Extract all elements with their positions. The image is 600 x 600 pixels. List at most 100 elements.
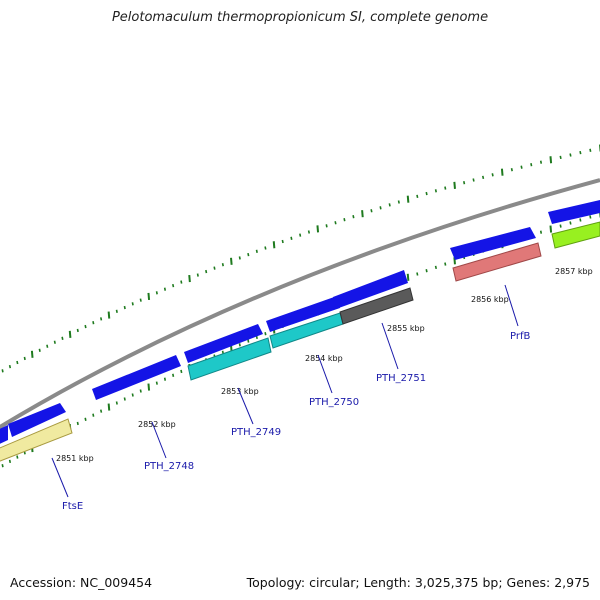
tick-mark	[434, 189, 437, 193]
gene-arrow[interactable]	[266, 296, 340, 332]
tick-mark	[107, 311, 111, 319]
outer-tick-marks	[1, 144, 600, 373]
gene-arrow[interactable]	[548, 200, 600, 224]
tick-mark	[569, 221, 572, 225]
tick-mark	[100, 317, 103, 321]
kbp-scale: 2851 kbp 2852 kbp 2853 kbp 2854 kbp 2855…	[56, 267, 593, 463]
gene-labels: FtsE PTH_2748 PTH_2749 PTH_2750 PTH_2751…	[62, 331, 530, 512]
tick-mark	[123, 305, 126, 310]
tick-mark	[155, 381, 158, 385]
tick-mark	[416, 194, 419, 199]
kbp-label: 2855 kbp	[387, 324, 425, 333]
gene-green[interactable]	[551, 221, 600, 249]
tick-mark	[579, 150, 582, 155]
tick-mark	[8, 364, 12, 369]
callout-lines	[51, 284, 519, 498]
gene-label-pth-2749[interactable]: PTH_2749	[231, 427, 281, 438]
tick-mark	[343, 218, 346, 222]
gene-ftse[interactable]	[0, 418, 73, 463]
tick-mark	[361, 210, 364, 218]
tick-mark	[406, 195, 410, 203]
kbp-label: 2852 kbp	[138, 420, 176, 429]
tick-mark	[444, 186, 447, 190]
tick-mark	[549, 225, 553, 233]
forward-strand-genes	[0, 200, 600, 446]
tick-mark	[147, 292, 151, 301]
gene-label-prfb[interactable]: PrfB	[510, 331, 530, 342]
gene-pth-2751[interactable]	[339, 287, 414, 325]
tick-mark	[139, 389, 142, 393]
tick-mark	[155, 291, 158, 295]
tick-mark	[131, 393, 134, 397]
gene-arrow[interactable]	[8, 403, 66, 437]
tick-mark	[559, 155, 562, 160]
tick-mark	[444, 262, 447, 266]
tick-mark	[520, 165, 523, 169]
tick-mark	[569, 153, 572, 157]
callout-line	[381, 322, 399, 370]
tick-mark	[247, 339, 250, 343]
tick-mark	[100, 409, 103, 413]
tick-mark	[30, 350, 34, 358]
tick-mark	[264, 332, 267, 336]
tick-mark	[299, 233, 302, 237]
tick-mark	[196, 273, 199, 277]
kbp-label: 2851 kbp	[56, 454, 94, 463]
tick-mark	[16, 360, 19, 365]
tick-mark	[379, 206, 382, 210]
tick-mark	[434, 265, 437, 270]
tick-mark	[397, 200, 400, 204]
tick-mark	[247, 252, 250, 257]
gene-pth-2749[interactable]	[187, 337, 272, 381]
tick-mark	[352, 215, 355, 219]
tick-mark	[92, 321, 95, 325]
gene-label-ftse[interactable]: FtsE	[62, 501, 83, 512]
gene-prfb[interactable]	[452, 242, 542, 282]
tick-mark	[205, 269, 208, 274]
gene-arrow[interactable]	[184, 324, 263, 363]
gene-arrow[interactable]	[92, 355, 181, 400]
tick-mark	[8, 459, 12, 464]
colored-genes	[0, 221, 600, 463]
gene-label-pth-2751[interactable]: PTH_2751	[376, 373, 426, 384]
tick-mark	[76, 328, 79, 333]
kbp-label: 2856 kbp	[471, 295, 509, 304]
tick-mark	[131, 302, 134, 306]
gene-arrow[interactable]	[0, 425, 8, 446]
gene-arrow[interactable]	[333, 270, 408, 309]
tick-mark	[115, 309, 118, 313]
tick-mark	[1, 369, 4, 373]
tick-mark	[559, 224, 562, 228]
tick-mark	[213, 266, 216, 270]
gene-label-pth-2750[interactable]: PTH_2750	[309, 397, 359, 408]
tick-mark	[307, 230, 311, 234]
tick-mark	[255, 249, 258, 253]
tick-mark	[238, 256, 241, 260]
tick-mark	[579, 218, 582, 222]
tick-mark	[406, 273, 410, 281]
tick-mark	[388, 203, 391, 207]
tick-mark	[453, 181, 456, 189]
tick-mark	[163, 377, 167, 381]
tick-mark	[188, 274, 191, 283]
kbp-label: 2857 kbp	[555, 267, 593, 276]
tick-mark	[370, 209, 373, 213]
gene-label-pth-2748[interactable]: PTH_2748	[144, 461, 194, 472]
tick-mark	[500, 168, 504, 176]
tick-mark	[264, 246, 267, 250]
tick-mark	[1, 464, 4, 468]
tick-mark	[46, 344, 49, 348]
tick-mark	[472, 178, 475, 182]
tick-mark	[281, 239, 284, 244]
accession-label: Accession: NC_009454	[10, 575, 153, 590]
tick-mark	[530, 163, 533, 167]
tick-mark	[84, 417, 87, 421]
tick-mark	[84, 324, 87, 329]
tick-mark	[23, 356, 26, 361]
tick-mark	[123, 397, 126, 401]
tick-mark	[589, 148, 592, 152]
tick-mark	[491, 173, 494, 177]
gene-arrow[interactable]	[450, 227, 536, 260]
callout-line	[237, 387, 254, 425]
